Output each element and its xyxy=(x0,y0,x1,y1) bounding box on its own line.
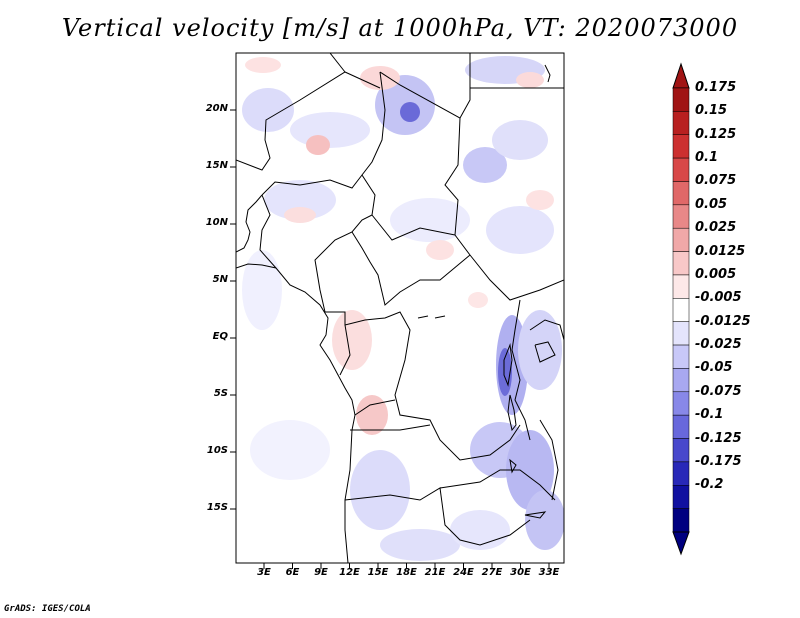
colorbar-label: 0.15 xyxy=(695,103,728,119)
lakes xyxy=(417,315,547,519)
velocity-patch-blue xyxy=(242,88,294,132)
velocity-patch-blue xyxy=(290,112,370,148)
colorbar-segment xyxy=(672,461,690,486)
lat-label: 15S xyxy=(206,502,228,513)
lat-label: 5N xyxy=(212,274,228,285)
lon-label: 9E xyxy=(314,567,328,578)
lon-label: 15E xyxy=(367,567,389,578)
country-borders xyxy=(236,53,564,546)
map-frame xyxy=(235,52,565,564)
velocity-patch-red xyxy=(306,135,330,155)
colorbar-label: -0.005 xyxy=(695,290,742,306)
lat-label: 5S xyxy=(213,388,228,399)
velocity-patch-blue xyxy=(250,420,330,480)
colorbar-label: 0.175 xyxy=(695,80,737,95)
colorbar-label: 0.05 xyxy=(695,196,728,212)
footer-credit: GrADS: IGES/COLA xyxy=(4,604,91,614)
colorbar-segment xyxy=(672,134,690,159)
colorbar-label: 0.025 xyxy=(695,220,737,236)
colorbar-cap-bottom xyxy=(672,531,690,556)
coastline xyxy=(236,194,263,253)
colorbar-segment xyxy=(672,204,690,229)
colorbar-label: -0.1 xyxy=(695,407,724,423)
velocity-patch-red xyxy=(468,292,488,308)
velocity-patch-blue xyxy=(486,206,554,254)
velocity-patch-red xyxy=(245,57,281,73)
lat-label: 15N xyxy=(205,160,228,171)
colorbar-label: -0.05 xyxy=(695,360,733,376)
latitude-ticks xyxy=(230,109,236,510)
lon-label: 24E xyxy=(453,567,474,578)
velocity-patch-blue xyxy=(525,490,564,550)
lon-label: 27E xyxy=(481,567,503,578)
lon-label: 6E xyxy=(285,567,300,578)
velocity-patch-blue xyxy=(506,430,554,510)
velocity-patch-blue xyxy=(518,310,562,390)
velocity-patch-blue xyxy=(390,198,470,242)
velocity-patch-blue xyxy=(492,120,548,160)
velocity-patch-red xyxy=(360,66,400,90)
colorbar-segment xyxy=(672,414,690,439)
colorbar-label: 0.0125 xyxy=(695,243,746,259)
colorbar-segment xyxy=(672,227,690,252)
lon-label: 18E xyxy=(396,567,417,578)
velocity-patch-blue xyxy=(450,510,510,550)
colorbar-label: -0.2 xyxy=(695,477,724,493)
velocity-patch-blue xyxy=(400,102,420,122)
colorbar-label: -0.0125 xyxy=(695,313,751,329)
lat-label: EQ xyxy=(212,331,228,342)
colorbar-segment xyxy=(672,181,690,206)
longitude-ticks xyxy=(263,563,550,569)
velocity-field xyxy=(236,53,564,563)
velocity-patch-red xyxy=(426,240,454,260)
velocity-patch-red xyxy=(356,395,388,435)
lon-label: 12E xyxy=(339,567,360,578)
colorbar-label: 0.1 xyxy=(695,150,719,166)
colorbar-segment xyxy=(672,508,690,533)
velocity-patch-blue xyxy=(242,250,282,330)
colorbar-label: -0.175 xyxy=(695,453,742,469)
colorbar-segment xyxy=(672,298,690,322)
velocity-patch-blue xyxy=(463,147,507,183)
colorbar-label: -0.125 xyxy=(695,430,742,446)
lon-label: 30E xyxy=(510,567,531,578)
colorbar-label: 0.125 xyxy=(695,126,737,142)
velocity-patch-blue xyxy=(380,529,460,561)
colorbar-segment xyxy=(672,111,690,135)
colorbar-segment xyxy=(672,274,690,299)
colorbar-segment xyxy=(672,87,690,112)
colorbar xyxy=(672,62,690,556)
velocity-patch-red xyxy=(526,190,554,210)
colorbar-segment xyxy=(672,485,690,509)
colorbar-segment xyxy=(672,368,690,393)
colorbar-segment xyxy=(672,344,690,369)
lat-label: 20N xyxy=(205,103,228,114)
colorbar-label: 0.005 xyxy=(695,266,737,282)
lon-label: 3E xyxy=(257,567,271,578)
colorbar-cap-top xyxy=(672,62,690,89)
lat-label: 10S xyxy=(206,445,228,456)
colorbar-segment xyxy=(672,438,690,463)
colorbar-segment xyxy=(672,157,690,182)
colorbar-label: -0.025 xyxy=(695,337,742,353)
velocity-patch-blue xyxy=(350,450,410,530)
colorbar-label: 0.075 xyxy=(695,173,737,189)
lon-label: 21E xyxy=(424,567,446,578)
colorbar-label: -0.075 xyxy=(695,383,742,399)
velocity-patch-blue xyxy=(264,180,336,220)
colorbar-segment xyxy=(672,391,690,416)
colorbar-segment xyxy=(672,251,690,276)
colorbar-segment xyxy=(672,321,690,346)
lon-label: 33E xyxy=(538,567,560,578)
velocity-patch-red xyxy=(516,72,544,88)
velocity-patch-red xyxy=(284,207,316,223)
velocity-patch-red xyxy=(332,310,372,370)
map-title: Vertical velocity [m/s] at 1000hPa, VT: … xyxy=(61,14,739,42)
lat-label: 10N xyxy=(205,217,228,228)
